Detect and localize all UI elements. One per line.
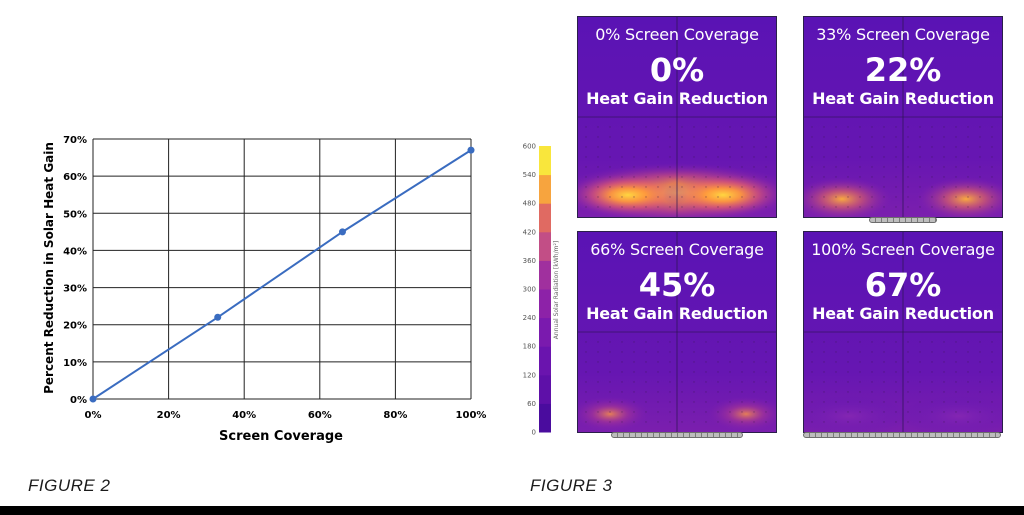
panel-title: 100% Screen Coverage [811,240,995,259]
heat-spot [899,396,1002,432]
heat-spot [663,173,776,217]
legend-tick-label: 300 [523,286,536,294]
screen-strip [611,432,743,438]
panel-subtitle: Heat Gain Reduction [812,304,994,323]
panel-title: 33% Screen Coverage [816,25,990,44]
legend-swatch [539,403,551,433]
y-tick-label: 50% [63,209,87,220]
legend-swatch [539,317,551,347]
legend-tick-label: 180 [523,343,536,351]
x-tick-label: 60% [308,410,332,421]
data-point [89,395,97,403]
sensor-grid [585,341,767,423]
panel-title: 66% Screen Coverage [590,240,764,259]
heat-spot [804,396,909,432]
panel-value: 0% [649,51,705,89]
y-tick-label: 70% [63,135,87,146]
x-tick-label: 20% [157,410,181,421]
x-tick-label: 80% [383,410,407,421]
legend-tick-label: 60 [527,400,536,408]
panel-value: 22% [864,51,942,89]
legend-tick-label: 0 [532,429,536,437]
legend-ticks: 0 60 120 180 240 300 360 420 480 540 600 [523,143,536,437]
legend-swatch [539,260,551,290]
legend-tick-label: 360 [523,257,536,265]
sensor-grid [811,126,993,208]
heat-map [578,232,776,432]
y-tick-label: 10% [63,358,87,369]
legend-title: Annual Solar Radiation [kWh/m²] [553,241,560,339]
x-axis-label: Screen Coverage [219,429,343,444]
y-tick-label: 20% [63,321,87,332]
figure-2-caption: FIGURE 2 [28,476,111,495]
legend-tick-label: 600 [523,143,536,151]
data-point [467,146,475,154]
series-line [92,149,472,400]
y-tick-label: 60% [63,172,87,183]
legend-tick-label: 120 [523,371,536,379]
panel-100-percent: 100% Screen Coverage 67% Heat Gain Reduc… [803,231,1003,433]
legend-swatch [539,174,551,204]
heat-map [804,232,1002,432]
data-point [214,313,222,321]
heat-map [804,17,1002,217]
legend-swatch [539,374,551,404]
legend-swatch [539,231,551,261]
chart-series [89,146,475,403]
legend-tick-label: 420 [523,228,536,236]
sensor-grid [811,341,993,423]
x-tick-label: 100% [456,410,487,421]
screen-strip [869,217,937,223]
legend-tick-label: 540 [523,171,536,179]
sensor-grid [585,126,767,208]
heat-spot [578,173,688,217]
y-axis-label: Percent Reduction in Solar Heat Gain [42,142,56,394]
y-tick-label: 40% [63,246,87,257]
heat-spot [706,396,776,432]
legend-swatch [539,146,551,176]
data-point [338,228,346,236]
chart-grid [92,138,472,400]
x-tick-label: 0% [85,410,102,421]
bottom-bar [0,506,1024,515]
legend-swatch [539,346,551,376]
panel-value: 67% [864,266,942,304]
chart-ticks: 0% 20% 40% 60% 80% 100% 0% 10% 20% 30% 40% 50% 60% 70… [63,135,486,421]
line-chart: 0% 20% 40% 60% 80% 100% 0% 10% 20% 30% 40% 50% 60% 70… [42,135,486,444]
radiation-legend: 0 60 120 180 240 300 360 420 480 540 600 Annual So… [523,143,560,437]
panel-value: 45% [638,266,716,304]
panel-subtitle: Heat Gain Reduction [586,304,768,323]
heat-spot [916,177,1002,217]
x-tick-label: 40% [232,410,256,421]
legend-swatch [539,203,551,233]
panel-0-percent: 0% Screen Coverage 0% Heat Gain Reductio… [577,16,777,218]
legend-tick-label: 240 [523,314,536,322]
heat-spot [804,177,892,217]
panel-66-percent: 66% Screen Coverage 45% Heat Gain Reduct… [577,231,777,433]
heat-map [578,17,776,217]
panel-33-percent: 33% Screen Coverage 22% Heat Gain Reduct… [803,16,1003,218]
legend-color-bar [539,146,551,433]
panel-subtitle: Heat Gain Reduction [812,89,994,108]
legend-swatch [539,289,551,319]
screen-strip [803,432,1001,438]
figure-3-caption: FIGURE 3 [530,476,613,495]
heat-spot [578,396,650,432]
y-tick-label: 0% [70,395,87,406]
legend-tick-label: 480 [523,200,536,208]
panel-subtitle: Heat Gain Reduction [586,89,768,108]
y-tick-label: 30% [63,284,87,295]
panel-title: 0% Screen Coverage [595,25,759,44]
